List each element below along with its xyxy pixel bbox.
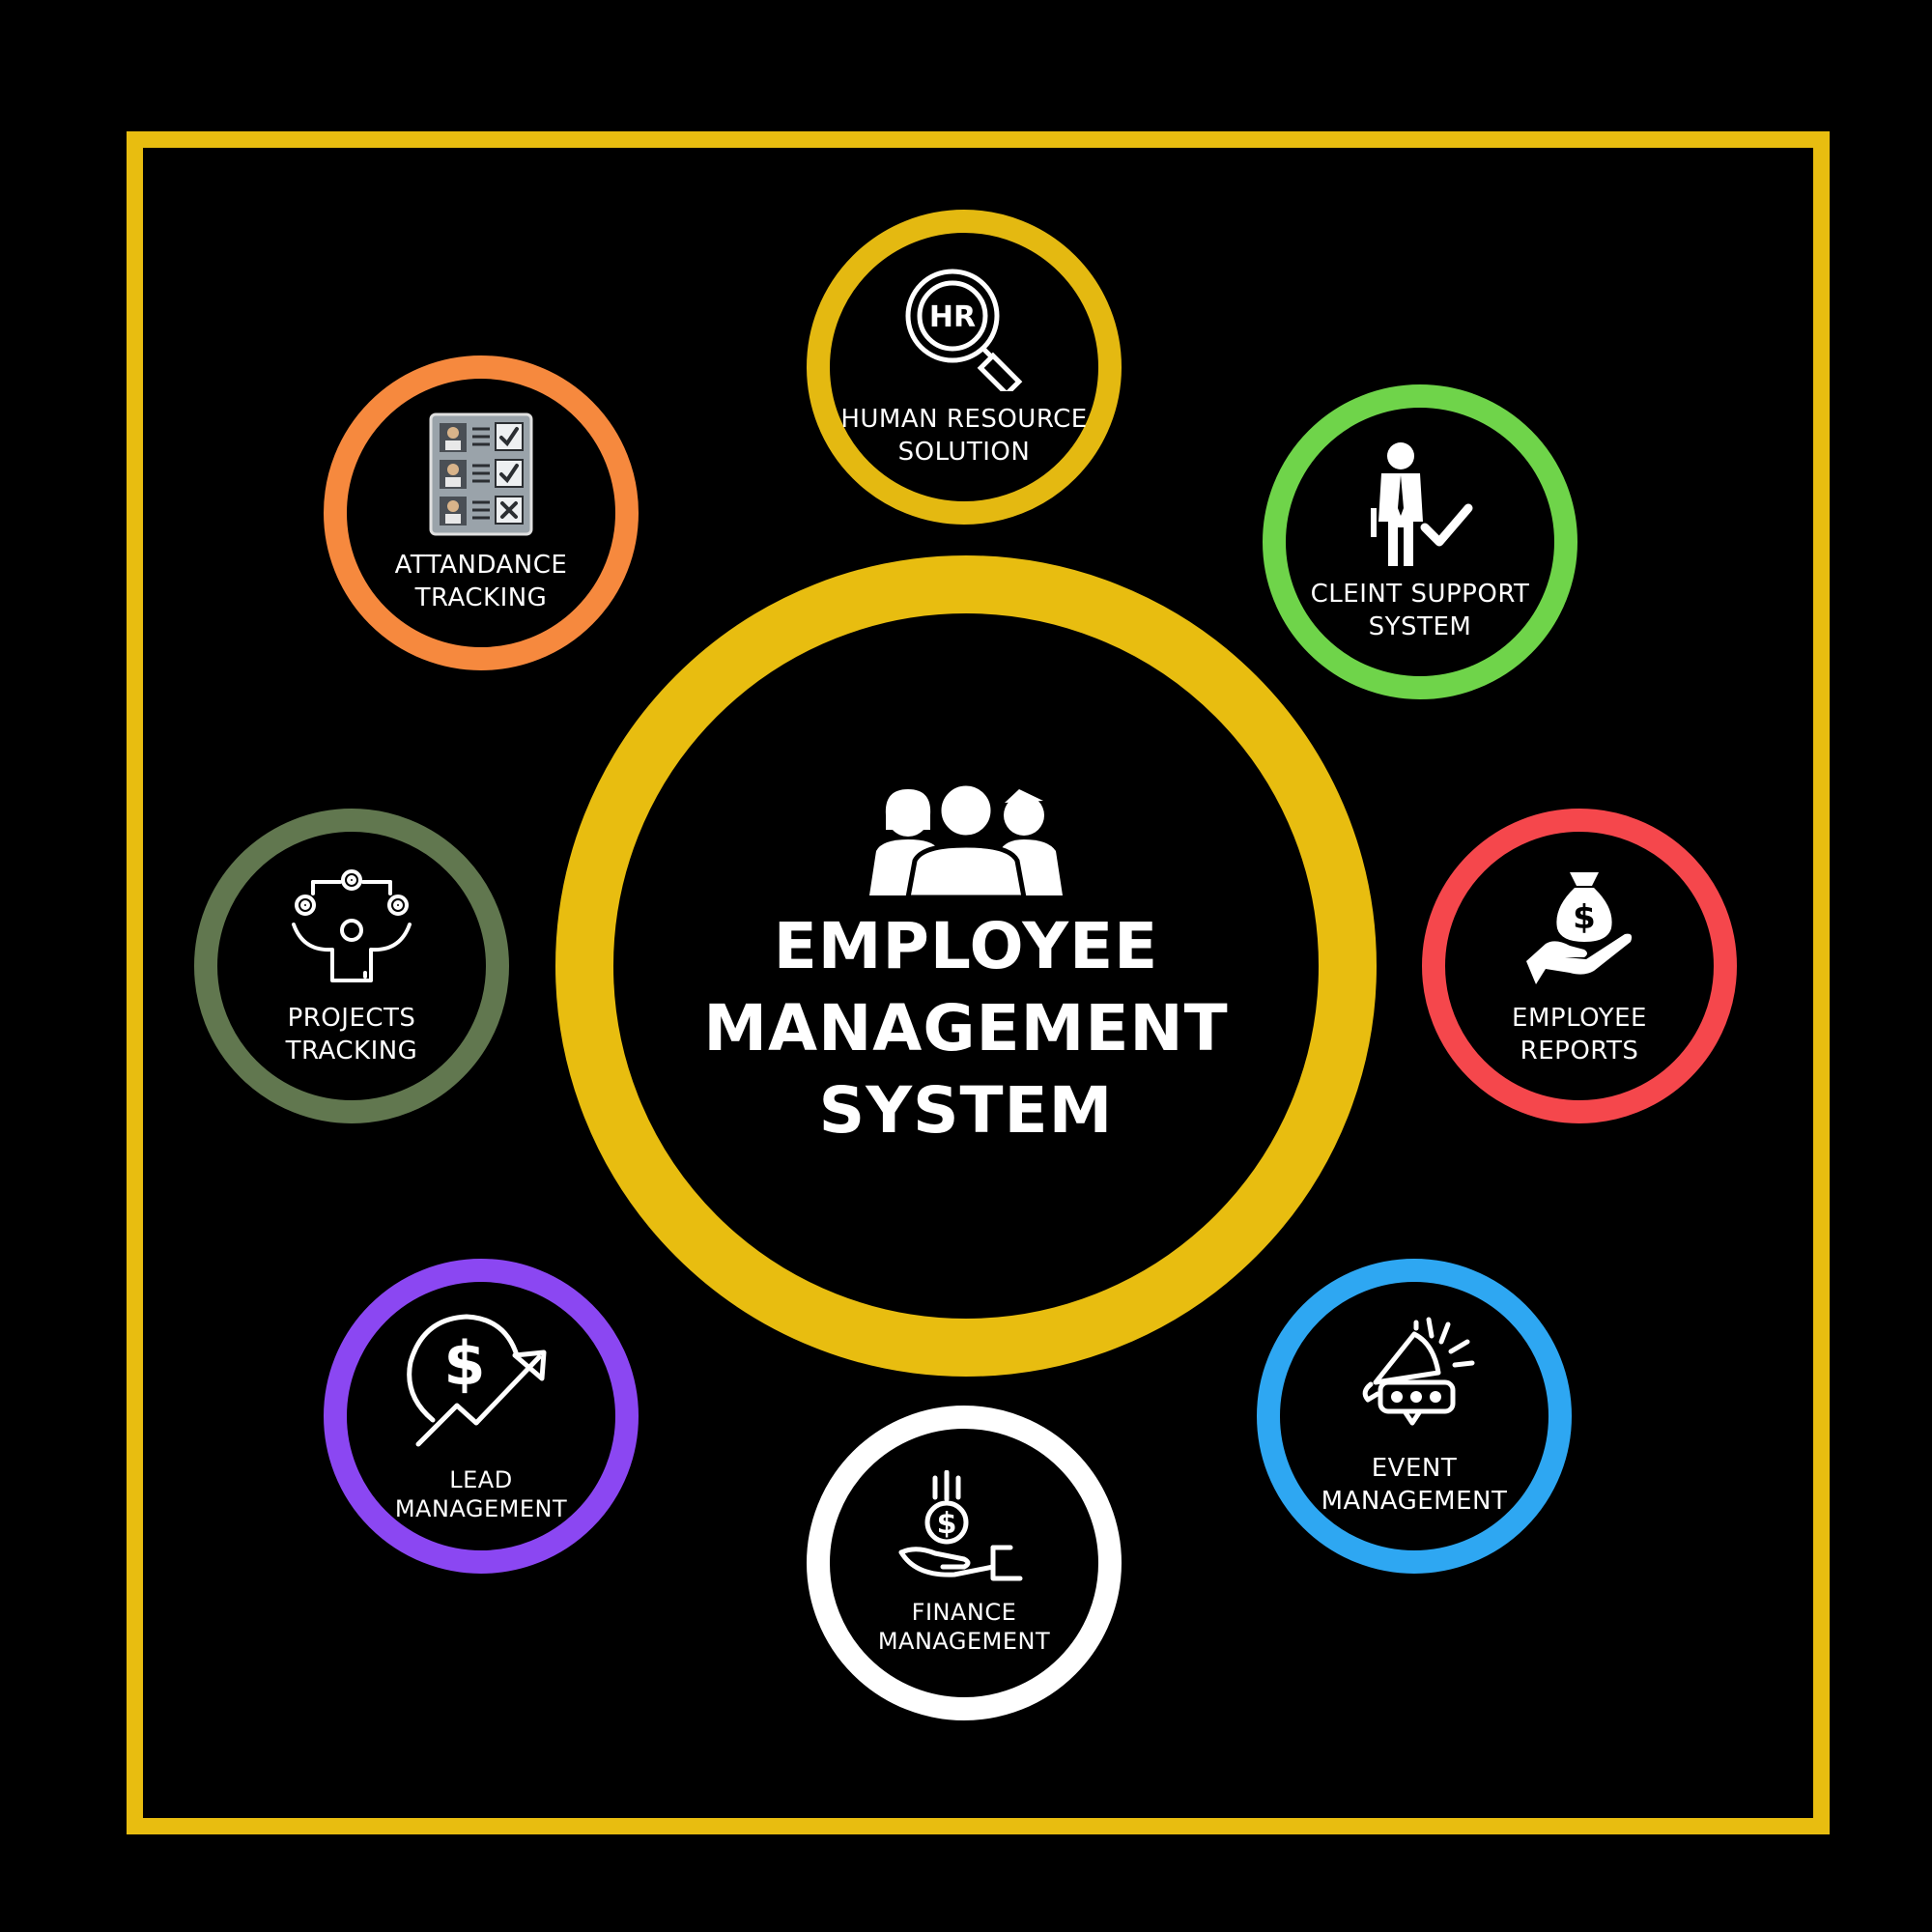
svg-text:$: $ <box>443 1328 485 1399</box>
businessman-check-icon <box>1371 442 1473 566</box>
juggling-gears-icon <box>292 869 412 982</box>
svg-text:HR: HR <box>929 300 976 334</box>
title-line-3: SYSTEM <box>818 1072 1114 1148</box>
label-line-2: TRACKING <box>285 1037 418 1065</box>
node-event-management[interactable]: EVENT MANAGEMENT <box>1257 1259 1572 1574</box>
attendance-sheet-icon <box>429 412 533 536</box>
outer-frame <box>127 131 1830 1834</box>
node-finance-management[interactable]: $ FINANCE MANAGEMENT <box>807 1406 1122 1720</box>
node-human-resource[interactable]: HR HUMAN RESOURCE SOLUTION <box>807 210 1122 525</box>
team-icon <box>869 781 1063 897</box>
node-label: EVENT MANAGEMENT <box>1321 1452 1508 1518</box>
node-attendance-tracking[interactable]: ATTANDANCE TRACKING <box>324 355 639 670</box>
title-line-1: EMPLOYEE <box>773 908 1159 983</box>
label-line-1: EVENT <box>1371 1454 1458 1483</box>
center-title: EMPLOYEE MANAGEMENT SYSTEM <box>703 905 1228 1151</box>
node-label: LEAD MANAGEMENT <box>395 1465 567 1523</box>
label-line-1: CLEINT SUPPORT <box>1310 580 1530 609</box>
center-circle: EMPLOYEE MANAGEMENT SYSTEM <box>555 555 1377 1377</box>
svg-text:$: $ <box>1573 898 1596 937</box>
label-line-2: REPORTS <box>1520 1037 1639 1065</box>
coin-hand-icon: $ <box>898 1470 1023 1581</box>
dollar-growth-icon: $ <box>407 1314 547 1447</box>
node-employee-reports[interactable]: $ EMPLOYEE REPORTS <box>1422 809 1737 1123</box>
node-label: HUMAN RESOURCE SOLUTION <box>840 403 1087 469</box>
label-line-2: MANAGEMENT <box>394 1495 568 1522</box>
label-line-2: SYSTEM <box>1368 612 1472 641</box>
label-line-2: MANAGEMENT <box>877 1628 1051 1655</box>
label-line-2: SOLUTION <box>897 438 1031 467</box>
label-line-2: MANAGEMENT <box>1321 1487 1508 1516</box>
label-line-1: ATTANDANCE <box>394 551 568 580</box>
label-line-1: FINANCE <box>911 1599 1017 1626</box>
label-line-1: LEAD <box>449 1466 513 1493</box>
node-client-support[interactable]: CLEINT SUPPORT SYSTEM <box>1263 384 1577 699</box>
label-line-1: PROJECTS <box>287 1004 416 1033</box>
hr-magnifier-icon: HR <box>905 269 1023 391</box>
node-label: ATTANDANCE TRACKING <box>395 549 568 614</box>
node-label: EMPLOYEE REPORTS <box>1512 1002 1647 1067</box>
title-line-2: MANAGEMENT <box>703 990 1229 1065</box>
node-label: FINANCE MANAGEMENT <box>878 1598 1050 1656</box>
money-bag-hand-icon: $ <box>1526 872 1633 984</box>
megaphone-rating-icon <box>1362 1317 1475 1426</box>
node-label: CLEINT SUPPORT SYSTEM <box>1311 578 1530 643</box>
svg-text:$: $ <box>937 1507 957 1541</box>
node-label: PROJECTS TRACKING <box>286 1002 418 1067</box>
label-line-1: HUMAN RESOURCE <box>840 405 1088 434</box>
node-projects-tracking[interactable]: PROJECTS TRACKING <box>194 809 509 1123</box>
label-line-2: TRACKING <box>414 583 548 612</box>
label-line-1: EMPLOYEE <box>1512 1004 1647 1033</box>
node-lead-management[interactable]: $ LEAD MANAGEMENT <box>324 1259 639 1574</box>
